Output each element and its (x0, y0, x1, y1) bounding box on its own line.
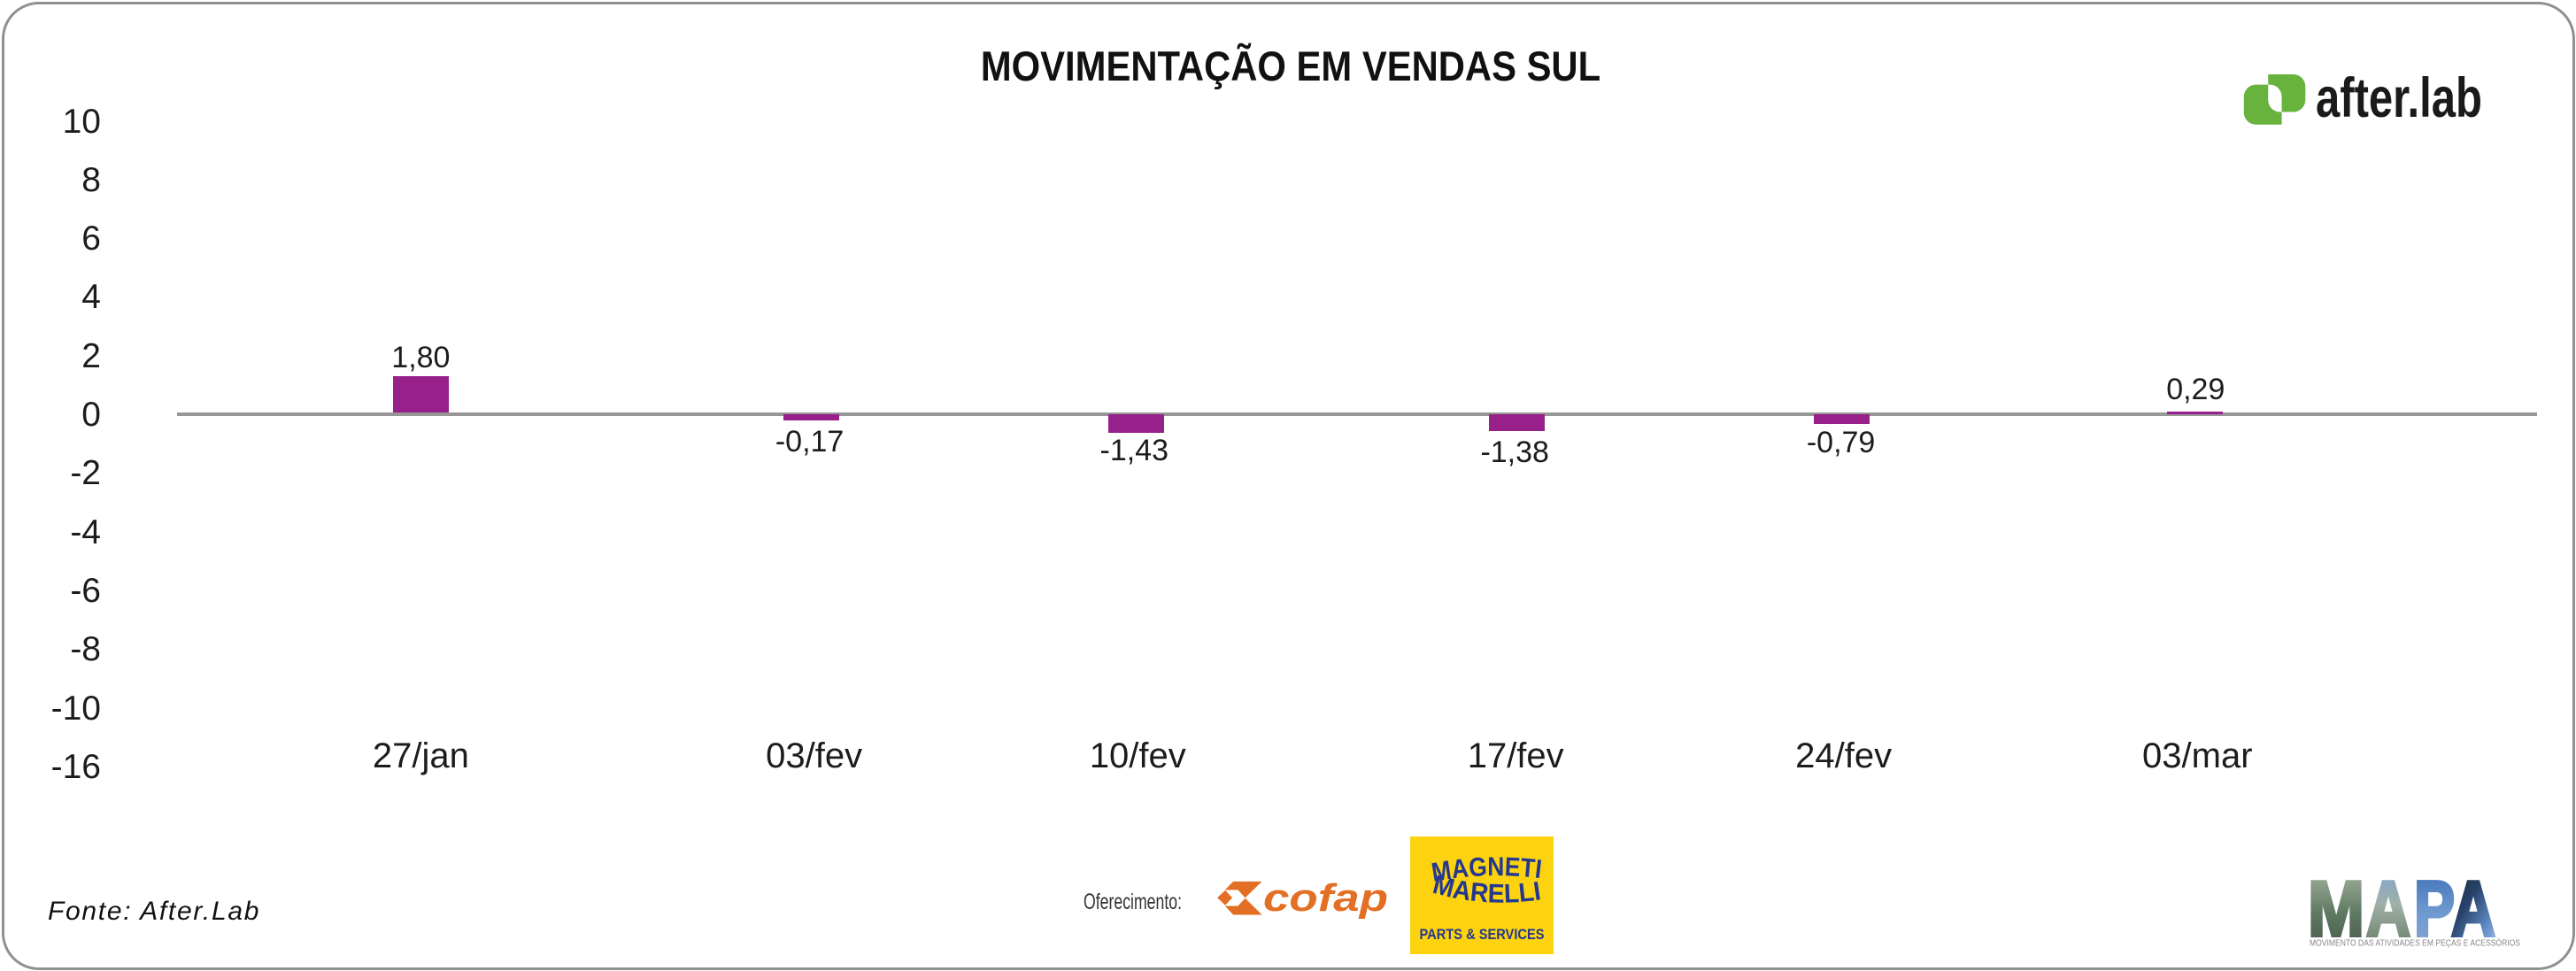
svg-text:A: A (2366, 867, 2410, 952)
svg-text:MOVIMENTO DAS ATIVIDADES EM PE: MOVIMENTO DAS ATIVIDADES EM PEÇAS E ACES… (2310, 937, 2520, 949)
svg-text:A: A (2451, 867, 2495, 952)
svg-text:MAGNETI: MAGNETI (1430, 852, 1544, 888)
svg-text:after.lab: after.lab (2316, 67, 2482, 129)
svg-text:P: P (2414, 867, 2455, 952)
svg-text:Oferecimento:: Oferecimento: (1084, 890, 1182, 914)
svg-text:M: M (2308, 867, 2364, 952)
svg-text:cofap: cofap (1263, 876, 1388, 920)
svg-text:PARTS & SERVICES: PARTS & SERVICES (1420, 927, 1545, 943)
